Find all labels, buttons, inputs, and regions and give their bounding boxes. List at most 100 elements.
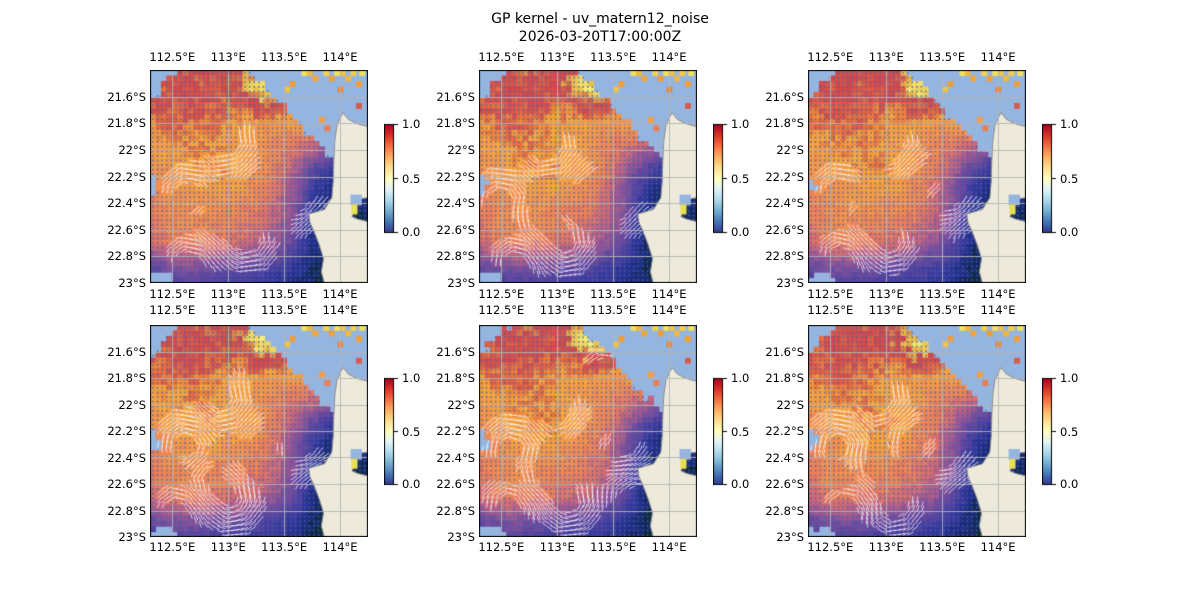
lon-tick-label-top-row2-col1: 113.5°E [261, 303, 308, 317]
colorbar-row2-col2 [713, 377, 728, 486]
lon-tick-label-bottom-row2-col2: 112.5°E [478, 540, 525, 554]
map-canvas-row2-col2 [479, 325, 697, 537]
lat-tick-label-row1-col2: 22.2°S [436, 169, 475, 184]
lat-tick-label-row1-col2: 23°S [447, 276, 475, 290]
colorbar-tick-label-row2-col1: 0.0 [402, 477, 421, 491]
lat-tick-label-row2-col2: 21.8°S [436, 371, 475, 385]
lon-tick-label-bottom-row2-col1: 114°E [322, 540, 358, 554]
lat-tick-label-row2-col1: 22.2°S [107, 424, 146, 438]
lon-tick-label-bottom-row2-col1: 113°E [210, 540, 246, 554]
map-canvas-row1-col1 [150, 70, 368, 283]
lat-tick-label-row2-col3: 22°S [776, 397, 804, 412]
lat-tick-label-row1-col3: 22.4°S [765, 196, 804, 211]
lat-tick-label-row1-col2: 21.6°S [436, 89, 475, 104]
colorbar-row1-col1 [384, 123, 399, 234]
lat-tick-label-row2-col1: 22.6°S [107, 477, 146, 491]
lon-tick-label-top-row2-col2: 114°E [651, 303, 687, 317]
lon-tick-label-top-row1-col2: 112.5°E [478, 50, 525, 64]
colorbar-tick-label-row1-col1: 1.0 [402, 117, 421, 131]
colorbar-tick-label-row1-col3: 0.5 [1060, 171, 1079, 186]
lon-tick-label-top-row2-col2: 112.5°E [478, 303, 525, 317]
lat-tick-label-row2-col2: 22.6°S [436, 477, 475, 491]
lat-tick-label-row2-col3: 22.8°S [765, 503, 804, 518]
lon-tick-label-top-row1-col2: 114°E [651, 50, 687, 64]
colorbar-tick-label-row2-col3: 0.5 [1060, 424, 1079, 439]
lat-tick-label-row1-col3: 21.6°S [765, 89, 804, 104]
colorbar-row2-col1 [384, 377, 399, 486]
lon-tick-label-bottom-row1-col3: 113°E [868, 287, 904, 301]
lon-tick-label-bottom-row1-col1: 113°E [210, 287, 246, 301]
lon-tick-label-bottom-row2-col3: 113.5°E [919, 540, 966, 554]
colorbar-tick-label-row1-col3: 1.0 [1060, 117, 1079, 131]
lat-tick-label-row1-col1: 21.6°S [107, 89, 146, 104]
lat-tick-label-row2-col1: 21.6°S [107, 344, 146, 359]
lon-tick-label-bottom-row2-col3: 112.5°E [807, 540, 854, 554]
map-canvas-row1-col3 [808, 70, 1026, 283]
colorbar-tick-label-row1-col2: 0.0 [731, 225, 750, 239]
lon-tick-label-bottom-row1-col1: 114°E [322, 287, 358, 301]
colorbar-tick-label-row1-col1: 0.5 [402, 171, 421, 186]
lat-tick-label-row1-col1: 23°S [118, 276, 146, 290]
lon-tick-label-top-row1-col2: 113°E [539, 50, 575, 64]
map-canvas-row2-col1 [150, 325, 368, 537]
lat-tick-label-row1-col3: 22.2°S [765, 169, 804, 184]
lon-tick-label-top-row1-col3: 113°E [868, 50, 904, 64]
lat-tick-label-row1-col1: 22.4°S [107, 196, 146, 211]
lon-tick-label-bottom-row2-col2: 114°E [651, 540, 687, 554]
lon-tick-label-top-row2-col3: 113°E [868, 303, 904, 317]
lon-tick-label-top-row1-col1: 114°E [322, 50, 358, 64]
lat-tick-label-row2-col3: 21.6°S [765, 344, 804, 359]
lat-tick-label-row2-col3: 23°S [776, 530, 804, 544]
colorbar-tick-label-row1-col1: 0.0 [402, 225, 421, 239]
lat-tick-label-row2-col2: 22.2°S [436, 424, 475, 438]
lon-tick-label-bottom-row2-col3: 114°E [980, 540, 1016, 554]
colorbar-row1-col2 [713, 123, 728, 234]
lon-tick-label-bottom-row1-col1: 112.5°E [149, 287, 196, 301]
lat-tick-label-row1-col1: 22°S [118, 142, 146, 157]
lon-tick-label-top-row2-col1: 114°E [322, 303, 358, 317]
lon-tick-label-bottom-row1-col2: 112.5°E [478, 287, 525, 301]
colorbar-tick-label-row2-col1: 0.5 [402, 424, 421, 439]
lat-tick-label-row1-col3: 22.6°S [765, 222, 804, 237]
colorbar-row2-col3 [1042, 377, 1057, 486]
lon-tick-label-bottom-row1-col3: 113.5°E [919, 287, 966, 301]
lon-tick-label-top-row1-col3: 114°E [980, 50, 1016, 64]
lat-tick-label-row1-col1: 22.8°S [107, 249, 146, 264]
colorbar-tick-label-row1-col3: 0.0 [1060, 225, 1079, 239]
lat-tick-label-row2-col3: 22.4°S [765, 450, 804, 465]
lat-tick-label-row1-col1: 21.8°S [107, 116, 146, 131]
lat-tick-label-row2-col2: 22.4°S [436, 450, 475, 465]
lon-tick-label-top-row2-col1: 113°E [210, 303, 246, 317]
lat-tick-label-row2-col1: 21.8°S [107, 371, 146, 385]
lat-tick-label-row2-col2: 21.6°S [436, 344, 475, 359]
colorbar-row1-col3 [1042, 123, 1057, 234]
map-canvas-row1-col2 [479, 70, 697, 283]
lon-tick-label-bottom-row1-col3: 112.5°E [807, 287, 854, 301]
lon-tick-label-bottom-row2-col2: 113°E [539, 540, 575, 554]
lat-tick-label-row1-col2: 22.4°S [436, 196, 475, 211]
lat-tick-label-row2-col1: 23°S [118, 530, 146, 544]
colorbar-tick-label-row2-col2: 1.0 [731, 371, 750, 385]
lat-tick-label-row2-col1: 22.8°S [107, 503, 146, 518]
lon-tick-label-top-row2-col2: 113°E [539, 303, 575, 317]
lon-tick-label-top-row2-col3: 113.5°E [919, 303, 966, 317]
lon-tick-label-bottom-row2-col3: 113°E [868, 540, 904, 554]
colorbar-tick-label-row1-col2: 0.5 [731, 171, 750, 186]
lon-tick-label-bottom-row2-col2: 113.5°E [590, 540, 637, 554]
colorbar-tick-label-row2-col3: 1.0 [1060, 371, 1079, 385]
lat-tick-label-row2-col1: 22.4°S [107, 450, 146, 465]
lat-tick-label-row2-col2: 23°S [447, 530, 475, 544]
lon-tick-label-top-row1-col2: 113.5°E [590, 50, 637, 64]
lat-tick-label-row1-col3: 22°S [776, 142, 804, 157]
colorbar-tick-label-row2-col2: 0.5 [731, 424, 750, 439]
lon-tick-label-top-row1-col3: 113.5°E [919, 50, 966, 64]
lat-tick-label-row2-col3: 22.6°S [765, 477, 804, 491]
lat-tick-label-row2-col3: 21.8°S [765, 371, 804, 385]
colorbar-tick-label-row2-col3: 0.0 [1060, 477, 1079, 491]
lat-tick-label-row2-col1: 22°S [118, 397, 146, 412]
lat-tick-label-row1-col2: 22.8°S [436, 249, 475, 264]
lat-tick-label-row1-col3: 22.8°S [765, 249, 804, 264]
lon-tick-label-top-row2-col2: 113.5°E [590, 303, 637, 317]
lon-tick-label-top-row1-col1: 113.5°E [261, 50, 308, 64]
